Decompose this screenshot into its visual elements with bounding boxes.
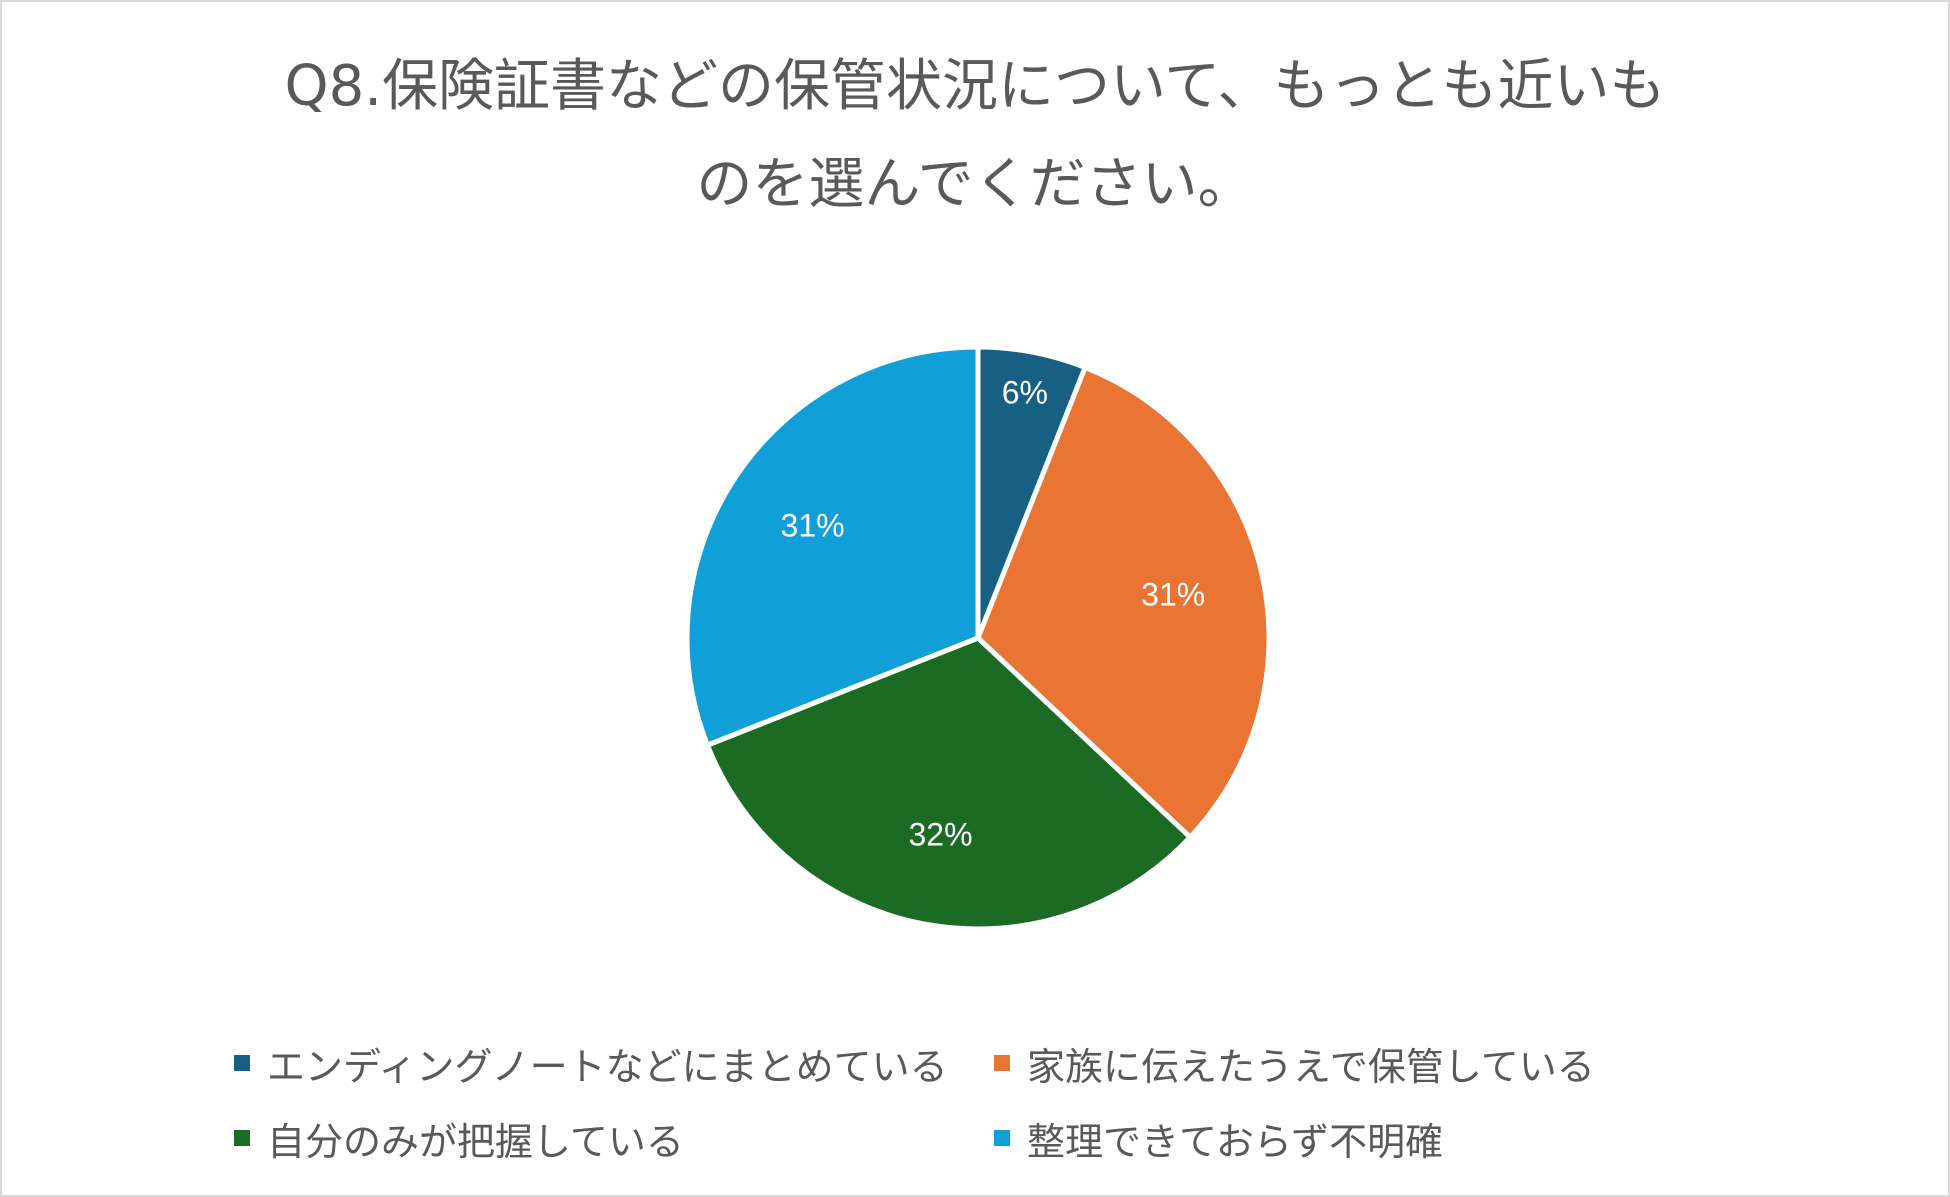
data-label-ending-note: 6% — [1002, 374, 1048, 410]
legend-swatch-ending-note — [234, 1055, 250, 1071]
pie-slice-self-only — [704, 635, 1193, 932]
pie-slice-family-informed — [975, 364, 1272, 840]
legend-item-unclear: 整理できておらず不明確 — [994, 1114, 1443, 1164]
legend-swatch-family-informed — [994, 1055, 1010, 1071]
data-label-self-only: 32% — [909, 816, 973, 852]
chart-title: Q8.保険証書などの保管状況について、もっとも近いも のを選んでください。 — [0, 38, 1950, 234]
chart-title-line-2: のを選んでください。 — [696, 152, 1254, 217]
legend-label-ending-note: エンディングノートなどにまとめている — [267, 1044, 948, 1089]
legend-item-ending-note: エンディングノートなどにまとめている — [234, 1039, 948, 1089]
legend-swatch-unclear — [994, 1130, 1010, 1146]
chart-title-line-1: Q8.保険証書などの保管状況について、もっとも近いも — [284, 54, 1666, 119]
data-label-unclear: 31% — [781, 508, 845, 544]
legend-swatch-self-only — [234, 1130, 250, 1146]
legend-label-self-only: 自分のみが把握している — [267, 1119, 684, 1164]
pie-slice-unclear — [684, 344, 981, 748]
legend-label-unclear: 整理できておらず不明確 — [1027, 1119, 1444, 1164]
data-label-family-informed: 31% — [1141, 576, 1205, 612]
legend-label-family-informed: 家族に伝えたうえで保管している — [1027, 1044, 1595, 1089]
legend-item-family-informed: 家族に伝えたうえで保管している — [994, 1039, 1595, 1089]
legend-item-self-only: 自分のみが把握している — [234, 1114, 684, 1164]
